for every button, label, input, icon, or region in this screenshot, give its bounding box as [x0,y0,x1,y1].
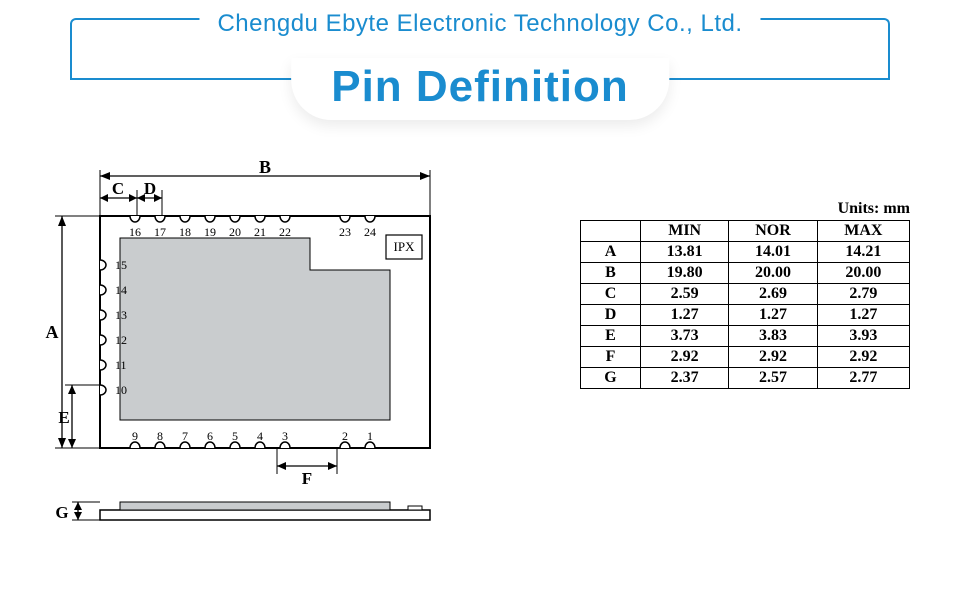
svg-text:20: 20 [229,225,241,239]
svg-text:5: 5 [232,429,238,443]
pcb-side-board [100,510,430,520]
svg-text:1: 1 [367,429,373,443]
dim-G-label: G [55,503,68,522]
pcb-diagram: B C D A E IPX 161718192021222324 1514131… [30,160,460,570]
cell: 3.73 [641,326,729,347]
cell: 2.37 [641,368,729,389]
pcb-side-shield [120,502,390,510]
dim-col-blank [581,221,641,242]
svg-text:3: 3 [282,429,288,443]
cell: 2.69 [729,284,817,305]
svg-text:22: 22 [279,225,291,239]
svg-text:8: 8 [157,429,163,443]
svg-text:19: 19 [204,225,216,239]
cell: 20.00 [729,263,817,284]
cell: 2.79 [817,284,909,305]
company-name: Chengdu Ebyte Electronic Technology Co.,… [199,10,760,38]
row-label: F [581,347,641,368]
svg-text:4: 4 [257,429,263,443]
table-row: C2.592.692.79 [581,284,910,305]
cell: 19.80 [641,263,729,284]
row-label: E [581,326,641,347]
dim-B-label: B [259,160,271,177]
table-row: G2.372.572.77 [581,368,910,389]
dimension-table-wrap: Units: mm MINNORMAX A13.8114.0114.21B19.… [580,200,910,389]
table-row: E3.733.833.93 [581,326,910,347]
row-label: A [581,242,641,263]
row-label: C [581,284,641,305]
svg-text:15: 15 [115,258,127,272]
svg-text:9: 9 [132,429,138,443]
row-label: B [581,263,641,284]
svg-text:14: 14 [115,283,127,297]
row-label: D [581,305,641,326]
svg-text:21: 21 [254,225,266,239]
dim-C-label: C [112,179,124,198]
table-row: B19.8020.0020.00 [581,263,910,284]
dim-F-label: F [302,469,312,488]
svg-text:7: 7 [182,429,188,443]
units-label: Units: mm [580,200,910,218]
row-label: G [581,368,641,389]
dim-D-label: D [144,179,156,198]
cell: 20.00 [817,263,909,284]
svg-text:23: 23 [339,225,351,239]
table-row: F2.922.922.92 [581,347,910,368]
cell: 3.83 [729,326,817,347]
dim-col-nor: NOR [729,221,817,242]
table-row: A13.8114.0114.21 [581,242,910,263]
cell: 3.93 [817,326,909,347]
svg-text:24: 24 [364,225,376,239]
dim-col-min: MIN [641,221,729,242]
svg-text:17: 17 [154,225,166,239]
cell: 2.57 [729,368,817,389]
cell: 2.59 [641,284,729,305]
cell: 14.01 [729,242,817,263]
cell: 1.27 [817,305,909,326]
cell: 2.92 [817,347,909,368]
dim-A-label: A [46,322,59,342]
cell: 1.27 [641,305,729,326]
svg-text:12: 12 [115,333,127,347]
cell: 14.21 [817,242,909,263]
svg-text:6: 6 [207,429,213,443]
cell: 13.81 [641,242,729,263]
dimension-table: MINNORMAX A13.8114.0114.21B19.8020.0020.… [580,220,910,389]
title-capsule: Pin Definition [291,58,669,120]
ipx-label: IPX [394,239,416,254]
cell: 2.77 [817,368,909,389]
dim-col-max: MAX [817,221,909,242]
svg-text:18: 18 [179,225,191,239]
dim-E-label: E [58,408,69,427]
cell: 2.92 [729,347,817,368]
svg-text:13: 13 [115,308,127,322]
svg-text:16: 16 [129,225,141,239]
table-row: D1.271.271.27 [581,305,910,326]
cell: 2.92 [641,347,729,368]
svg-text:2: 2 [342,429,348,443]
cell: 1.27 [729,305,817,326]
pcb-side-ipx [408,506,422,510]
svg-text:10: 10 [115,383,127,397]
page-title: Pin Definition [331,62,629,111]
svg-text:11: 11 [115,358,127,372]
